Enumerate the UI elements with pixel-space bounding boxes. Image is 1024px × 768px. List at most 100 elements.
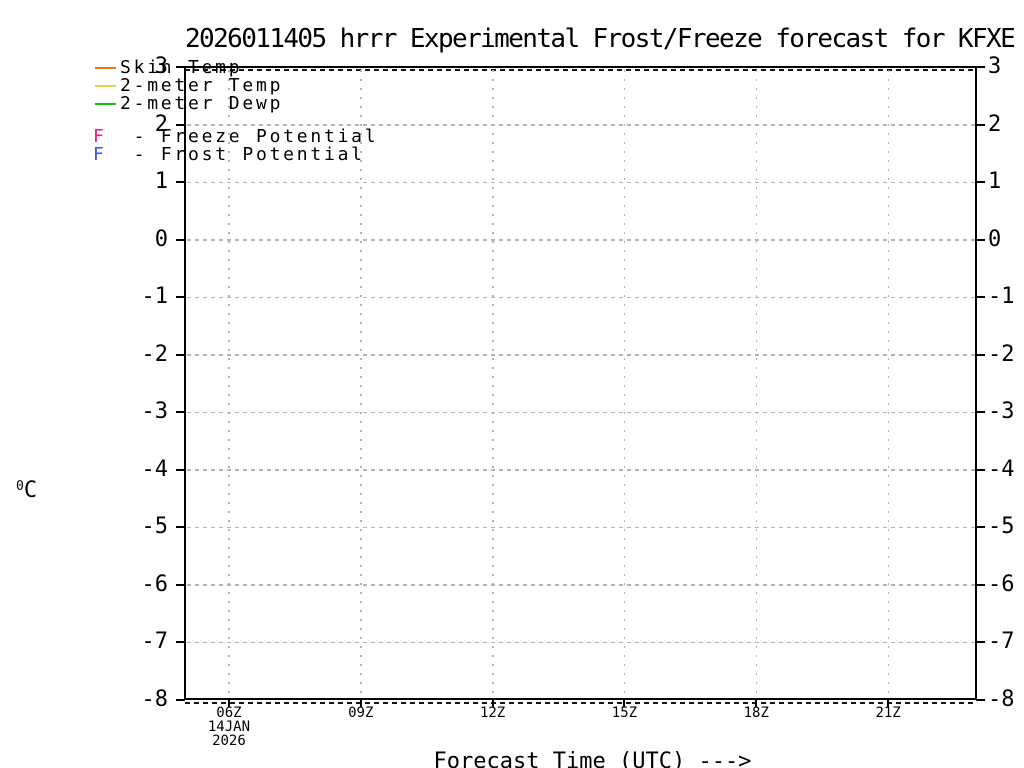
y-tick-left <box>176 468 185 471</box>
bottom-dashed-gridline <box>185 701 976 704</box>
y-axis-unit-label: 0C <box>16 476 37 502</box>
y-tick-right <box>976 66 985 68</box>
legend-item: Skin Temp <box>93 59 242 77</box>
y-axis-label-left: -8 <box>141 687 169 712</box>
h-gridline <box>187 296 975 299</box>
legend-item: 2-meter Temp <box>93 77 283 95</box>
y-axis-label-right: -3 <box>988 399 1015 425</box>
y-tick-left <box>176 526 185 529</box>
y-tick-left <box>176 123 185 126</box>
legend-label: - Freeze Potential <box>133 126 379 147</box>
y-tick-right <box>976 123 985 126</box>
h-gridline <box>187 124 975 126</box>
y-axis-label-right: 0 <box>988 226 1002 252</box>
v-gridline <box>755 70 758 698</box>
y-axis-label-left: -2 <box>141 341 169 367</box>
legend-label: Skin Temp <box>120 57 243 78</box>
legend-marker: F <box>93 126 107 147</box>
y-tick-left <box>176 238 185 241</box>
y-tick-left <box>176 411 185 414</box>
x-axis-date-label: 14JAN <box>207 719 251 735</box>
y-axis-label-right: -4 <box>988 456 1015 482</box>
legend-label: - Frost Potential <box>133 144 365 165</box>
y-axis-label-right: -6 <box>988 571 1015 597</box>
chart-title: 2026011405 hrrr Experimental Frost/Freez… <box>185 24 1016 54</box>
y-tick-right <box>976 411 985 414</box>
legend-label: 2-meter Temp <box>120 75 284 96</box>
y-tick-right <box>976 181 985 184</box>
y-axis-label-right: -8 <box>988 687 1015 712</box>
legend-line-swatch <box>95 66 116 70</box>
legend-line-swatch <box>95 102 116 106</box>
y-tick-right <box>976 699 985 701</box>
x-axis-title: Forecast Time (UTC) ---> <box>433 749 752 768</box>
v-gridline <box>887 70 890 698</box>
h-gridline <box>187 181 975 184</box>
h-gridline <box>187 239 975 241</box>
legend-item: F - Frost Potential <box>93 146 365 164</box>
y-axis-label-right: 3 <box>988 54 1002 79</box>
x-tick <box>491 698 494 707</box>
v-gridline <box>360 70 362 698</box>
y-tick-left <box>176 699 185 701</box>
legend-item: 2-meter Dewp <box>93 95 283 113</box>
y-tick-left <box>176 583 185 586</box>
y-axis-label-right: 1 <box>988 169 1002 195</box>
y-axis-label-left: -1 <box>141 284 169 310</box>
y-axis-unit-text: C <box>23 478 38 503</box>
x-axis-tick-label: 15Z <box>611 705 638 721</box>
h-gridline <box>187 526 975 529</box>
y-tick-left <box>176 641 185 644</box>
top-dashed-gridline <box>185 69 976 71</box>
plot-area <box>184 66 977 700</box>
x-axis-tick-label: 06Z <box>216 705 242 721</box>
y-axis-label-right: 2 <box>988 111 1002 137</box>
x-axis-tick-label: 09Z <box>348 705 374 721</box>
x-axis-tick-label: 18Z <box>743 705 769 721</box>
y-axis-label-left: 3 <box>154 54 168 79</box>
y-axis-label-left: -3 <box>141 399 169 425</box>
y-axis-label-right: -1 <box>988 284 1015 310</box>
x-axis-tick-label: 21Z <box>875 705 901 721</box>
legend-marker: F <box>93 144 107 165</box>
y-tick-right <box>976 641 985 644</box>
y-axis-label-right: -5 <box>988 514 1015 540</box>
v-gridline <box>492 70 494 698</box>
v-gridline <box>623 70 626 698</box>
y-tick-right <box>976 468 985 471</box>
h-gridline <box>187 641 975 644</box>
x-axis-date-label: 2026 <box>212 733 246 749</box>
h-gridline <box>187 354 975 356</box>
y-axis-label-left: 0 <box>154 226 168 252</box>
y-tick-right <box>976 583 985 586</box>
legend-label: 2-meter Dewp <box>120 93 284 114</box>
y-axis-label-right: -7 <box>988 629 1015 655</box>
legend-line-swatch <box>95 84 116 88</box>
h-gridline <box>187 469 975 471</box>
y-tick-right <box>976 296 985 299</box>
y-tick-left <box>176 353 185 356</box>
x-tick <box>227 698 230 707</box>
x-tick <box>623 698 626 707</box>
x-tick <box>887 698 890 707</box>
y-tick-left <box>176 296 185 299</box>
y-tick-right <box>976 526 985 529</box>
y-axis-label-right: -2 <box>988 341 1015 367</box>
v-gridline <box>228 70 230 698</box>
y-axis-label-left: -6 <box>141 571 169 597</box>
y-tick-left <box>176 181 185 184</box>
x-tick <box>755 698 758 707</box>
h-gridline <box>187 411 975 414</box>
y-tick-right <box>976 353 985 356</box>
h-gridline <box>187 584 975 586</box>
y-axis-label-left: 1 <box>154 169 168 195</box>
y-axis-label-left: -5 <box>141 514 169 540</box>
legend-item: F - Freeze Potential <box>93 128 378 146</box>
y-tick-left <box>176 66 185 68</box>
y-axis-label-left: 2 <box>154 111 168 137</box>
y-axis-label-left: -4 <box>141 456 169 482</box>
y-axis-label-left: -7 <box>141 629 169 655</box>
x-tick <box>359 698 362 707</box>
x-axis-tick-label: 12Z <box>479 705 506 721</box>
